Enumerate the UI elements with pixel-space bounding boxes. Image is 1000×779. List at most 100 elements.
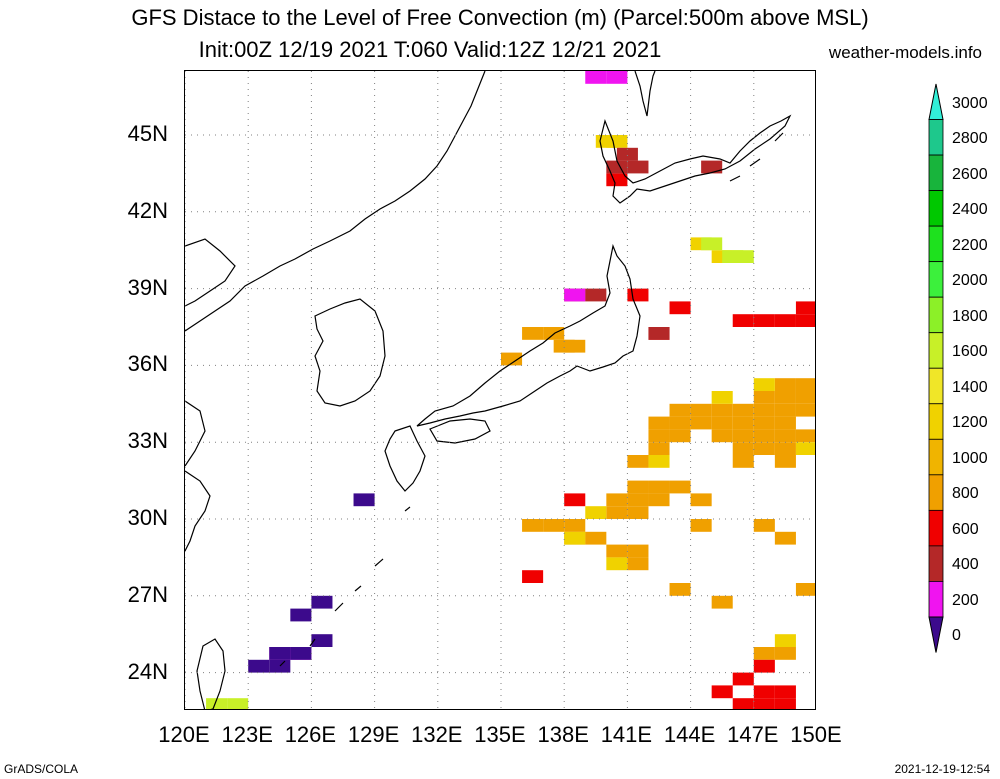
chart-title: GFS Distace to the Level of Free Convect… xyxy=(131,5,869,30)
china-east-coastline xyxy=(185,400,211,552)
colorbar-label: 200 xyxy=(952,591,979,609)
lfc-cell xyxy=(753,647,775,660)
lfc-cell xyxy=(585,506,607,519)
lfc-cell xyxy=(690,416,712,430)
lfc-cell xyxy=(606,493,628,507)
lfc-cell xyxy=(774,429,796,443)
chart-subtitle: Init:00Z 12/19 2021 T:060 Valid:12Z 12/2… xyxy=(198,37,662,62)
colorbar-swatch xyxy=(928,474,944,511)
lfc-cell xyxy=(311,595,333,609)
lfc-cell xyxy=(795,391,815,404)
lfc-cell xyxy=(795,403,815,417)
lfc-cell xyxy=(522,327,544,340)
lfc-cell xyxy=(669,416,691,430)
lfc-cell xyxy=(774,442,796,455)
kuril-islands xyxy=(729,132,784,182)
lfc-cell xyxy=(732,455,754,468)
colorbar-label: 1000 xyxy=(952,449,988,467)
colorbar-swatches xyxy=(928,83,944,653)
shikoku-coastline xyxy=(429,418,491,444)
lfc-cell xyxy=(669,429,691,443)
colorbar-label: 400 xyxy=(952,556,979,574)
lfc-cell xyxy=(522,519,544,532)
colorbar-swatch xyxy=(928,581,944,618)
mainland-coastline xyxy=(185,71,486,332)
longitude-label: 132E xyxy=(411,722,463,747)
latitude-label: 39N xyxy=(127,274,168,300)
footer-software: GrADS/COLA xyxy=(4,762,79,776)
colorbar-swatch xyxy=(928,119,944,156)
lfc-cell xyxy=(711,595,733,609)
lfc-cell xyxy=(627,480,649,494)
colorbar-label: 0 xyxy=(952,627,961,645)
lfc-cell xyxy=(269,659,291,673)
longitude-label: 120E xyxy=(158,722,210,747)
lfc-cell xyxy=(795,442,815,455)
lfc-cell xyxy=(774,634,796,647)
latitude-label: 30N xyxy=(127,505,168,530)
ryukyu-islands xyxy=(279,506,411,667)
lfc-cell xyxy=(774,455,796,468)
colorbar-swatch xyxy=(928,296,944,334)
lfc-cell xyxy=(585,531,607,545)
footer-timestamp: 2021-12-19-12:54 xyxy=(894,762,990,776)
lfc-cell xyxy=(753,698,775,709)
colorbar-label: 1400 xyxy=(952,378,988,396)
lfc-cell xyxy=(711,391,733,404)
lfc-cell xyxy=(290,608,312,622)
bohai-coastline xyxy=(185,238,236,307)
lfc-cell xyxy=(732,429,754,443)
lfc-cell xyxy=(711,403,733,417)
lfc-cell xyxy=(564,493,586,507)
colorbar-swatch xyxy=(928,367,944,405)
lfc-cell xyxy=(648,416,670,430)
lfc-cell xyxy=(606,557,628,571)
lfc-cell xyxy=(753,403,775,417)
latitude-label: 45N xyxy=(127,121,168,146)
latitude-label: 42N xyxy=(127,197,168,223)
taiwan-coastline xyxy=(196,638,226,709)
lfc-cell xyxy=(774,531,796,545)
lfc-cell xyxy=(648,455,670,468)
lfc-cell xyxy=(774,647,796,660)
colorbar-label: 800 xyxy=(952,485,979,503)
lfc-cell xyxy=(774,403,796,417)
lfc-cell xyxy=(774,391,796,404)
lfc-cell xyxy=(732,672,754,686)
lfc-cell xyxy=(732,698,754,709)
colorbar xyxy=(928,83,944,688)
colorbar-swatch xyxy=(928,261,944,298)
lfc-cell xyxy=(627,506,649,519)
colorbar-swatch xyxy=(928,403,944,440)
lfc-cell xyxy=(648,480,670,494)
latitude-label: 27N xyxy=(127,581,168,607)
lfc-cell xyxy=(669,583,691,596)
latitude-label: 36N xyxy=(127,351,168,377)
lfc-cell xyxy=(648,327,670,340)
longitude-label: 147E xyxy=(727,722,779,747)
map-canvas xyxy=(185,71,815,709)
lfc-cell xyxy=(269,647,291,660)
lfc-cell xyxy=(732,442,754,455)
lfc-cell xyxy=(774,378,796,391)
latitude-label: 24N xyxy=(127,658,168,684)
lfc-cell xyxy=(501,352,523,366)
lfc-field-layer xyxy=(206,71,815,709)
longitude-label: 135E xyxy=(474,722,526,747)
lfc-cell xyxy=(606,160,628,174)
lfc-cell xyxy=(669,480,691,494)
longitude-label: 150E xyxy=(790,722,842,747)
lfc-cell xyxy=(774,314,796,327)
colorbar-min-arrow xyxy=(928,616,944,653)
lfc-cell xyxy=(753,685,775,699)
lfc-cell xyxy=(248,659,270,673)
colorbar-swatch xyxy=(928,332,944,369)
lfc-cell xyxy=(711,429,733,443)
colorbar-label: 1600 xyxy=(952,343,988,361)
lfc-cell xyxy=(648,429,670,443)
colorbar-swatch xyxy=(928,438,944,476)
colorbar-label: 2200 xyxy=(952,236,988,254)
honshu-coastline xyxy=(416,243,641,427)
lfc-cell xyxy=(774,685,796,699)
lfc-cell xyxy=(753,391,775,404)
